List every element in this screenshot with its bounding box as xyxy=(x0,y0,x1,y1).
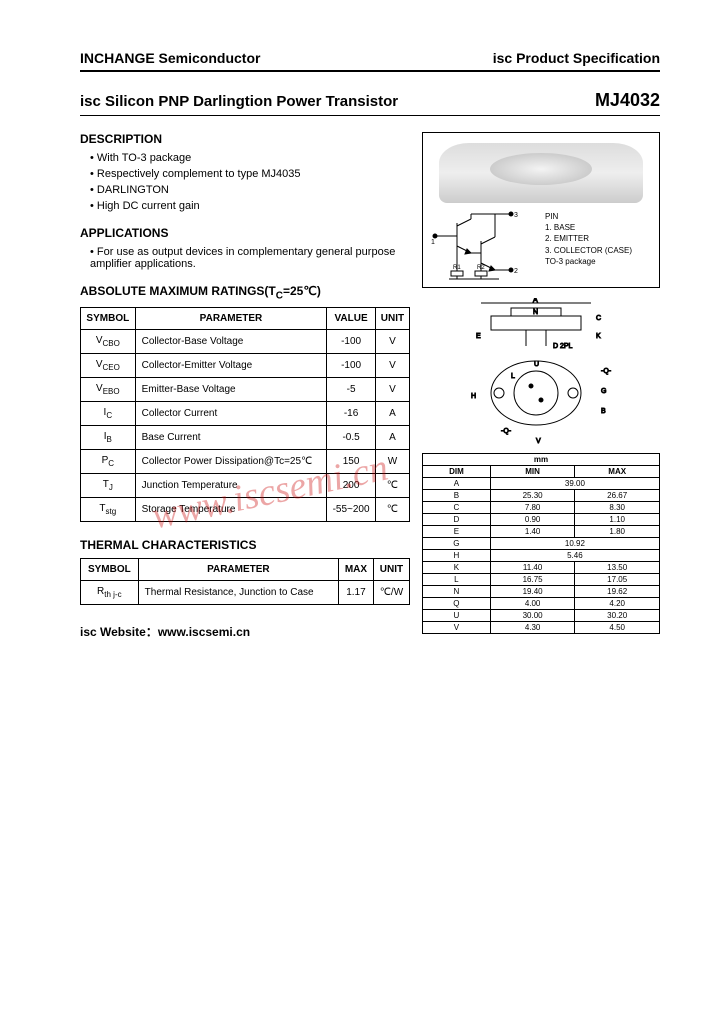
description-heading: DESCRIPTION xyxy=(80,132,410,146)
darlington-schematic-icon: 1 xyxy=(429,211,539,281)
table-row: K11.4013.50 xyxy=(423,562,660,574)
table-row: L16.7517.05 xyxy=(423,574,660,586)
to3-outline-icon: A N C E K D 2PL U L -Q- xyxy=(422,298,660,448)
dimensions-table: mm DIM MIN MAX A39.00B25.3026.67C7.808.3… xyxy=(422,453,660,634)
table-row: E1.401.80 xyxy=(423,526,660,538)
table-row: D0.901.10 xyxy=(423,514,660,526)
table-row: A39.00 xyxy=(423,478,660,490)
svg-text:2: 2 xyxy=(514,268,518,275)
header-rule xyxy=(80,70,660,72)
pin-list: PIN 1. BASE 2. EMITTER 3. COLLECTOR (CAS… xyxy=(545,211,632,267)
description-item: High DC current gain xyxy=(90,200,410,212)
title-rule xyxy=(80,115,660,116)
svg-text:V: V xyxy=(536,438,541,445)
svg-text:E: E xyxy=(476,333,481,340)
table-row: Tstg Storage Temperature -55~200 ℃ xyxy=(81,498,410,522)
table-row: N19.4019.62 xyxy=(423,586,660,598)
description-list: With TO-3 package Respectively complemen… xyxy=(90,152,410,212)
svg-text:-Q-: -Q- xyxy=(601,368,612,375)
description-item: With TO-3 package xyxy=(90,152,410,164)
svg-text:A: A xyxy=(533,298,538,304)
table-row: TJ Junction Temperature 200 ℃ xyxy=(81,474,410,498)
package-photo-box: 1 xyxy=(422,132,660,288)
table-row: VEBO Emitter-Base Voltage -5 V xyxy=(81,378,410,402)
col-value: VALUE xyxy=(327,308,376,330)
ratings-table: SYMBOL PARAMETER VALUE UNIT VCBO Collect… xyxy=(80,307,410,522)
svg-text:H: H xyxy=(471,393,476,400)
col-symbol: SYMBOL xyxy=(81,308,136,330)
svg-text:N: N xyxy=(533,309,538,316)
svg-text:C: C xyxy=(596,315,601,322)
col-unit: UNIT xyxy=(375,308,409,330)
svg-text:R1: R1 xyxy=(453,265,461,271)
svg-text:D 2PL: D 2PL xyxy=(553,343,573,350)
table-row: Rth j-c Thermal Resistance, Junction to … xyxy=(81,581,410,605)
col-unit: UNIT xyxy=(373,559,409,581)
footer: isc Website：www.iscsemi.cn xyxy=(80,623,250,640)
svg-text:U: U xyxy=(534,361,539,368)
title-row: isc Silicon PNP Darlingtion Power Transi… xyxy=(80,90,660,111)
product-title: isc Silicon PNP Darlingtion Power Transi… xyxy=(80,93,398,110)
applications-list: For use as output devices in complementa… xyxy=(90,246,410,270)
col-param: PARAMETER xyxy=(135,308,327,330)
applications-item: For use as output devices in complementa… xyxy=(90,246,410,270)
col-symbol: SYMBOL xyxy=(81,559,139,581)
svg-text:K: K xyxy=(596,333,601,340)
col-max: MAX xyxy=(339,559,374,581)
header: INCHANGE Semiconductor isc Product Speci… xyxy=(80,50,660,66)
table-row: VCEO Collector-Emitter Voltage -100 V xyxy=(81,354,410,378)
table-row: B25.3026.67 xyxy=(423,490,660,502)
description-item: DARLINGTON xyxy=(90,184,410,196)
svg-text:G: G xyxy=(601,388,606,395)
ratings-heading: ABSOLUTE MAXIMUM RATINGS(TC=25℃) xyxy=(80,284,410,301)
table-row: H5.46 xyxy=(423,550,660,562)
table-row: IB Base Current -0.5 A xyxy=(81,426,410,450)
thermal-table: SYMBOL PARAMETER MAX UNIT Rth j-c Therma… xyxy=(80,558,410,605)
table-row: G10.92 xyxy=(423,538,660,550)
table-row: VCBO Collector-Base Voltage -100 V xyxy=(81,330,410,354)
svg-text:B: B xyxy=(601,408,606,415)
mechanical-drawing: A N C E K D 2PL U L -Q- xyxy=(422,298,660,453)
col-param: PARAMETER xyxy=(138,559,338,581)
table-row: V4.304.50 xyxy=(423,622,660,634)
table-row: Q4.004.20 xyxy=(423,598,660,610)
svg-text:3: 3 xyxy=(514,212,518,219)
thermal-heading: THERMAL CHARACTERISTICS xyxy=(80,538,410,552)
to3-photo xyxy=(439,143,643,203)
table-row: IC Collector Current -16 A xyxy=(81,402,410,426)
svg-text:R2: R2 xyxy=(477,265,485,271)
description-item: Respectively complement to type MJ4035 xyxy=(90,168,410,180)
svg-text:1: 1 xyxy=(431,239,435,246)
table-row: C7.808.30 xyxy=(423,502,660,514)
applications-heading: APPLICATIONS xyxy=(80,226,410,240)
part-number: MJ4032 xyxy=(595,90,660,111)
schematic-diagram: 1 xyxy=(429,211,653,281)
svg-text:-Q-: -Q- xyxy=(501,428,512,435)
table-row: PC Collector Power Dissipation@Tc=25℃ 15… xyxy=(81,450,410,474)
table-row: U30.0030.20 xyxy=(423,610,660,622)
spec-label: isc Product Specification xyxy=(493,50,660,66)
svg-text:L: L xyxy=(511,373,515,380)
company-name: INCHANGE Semiconductor xyxy=(80,50,260,66)
